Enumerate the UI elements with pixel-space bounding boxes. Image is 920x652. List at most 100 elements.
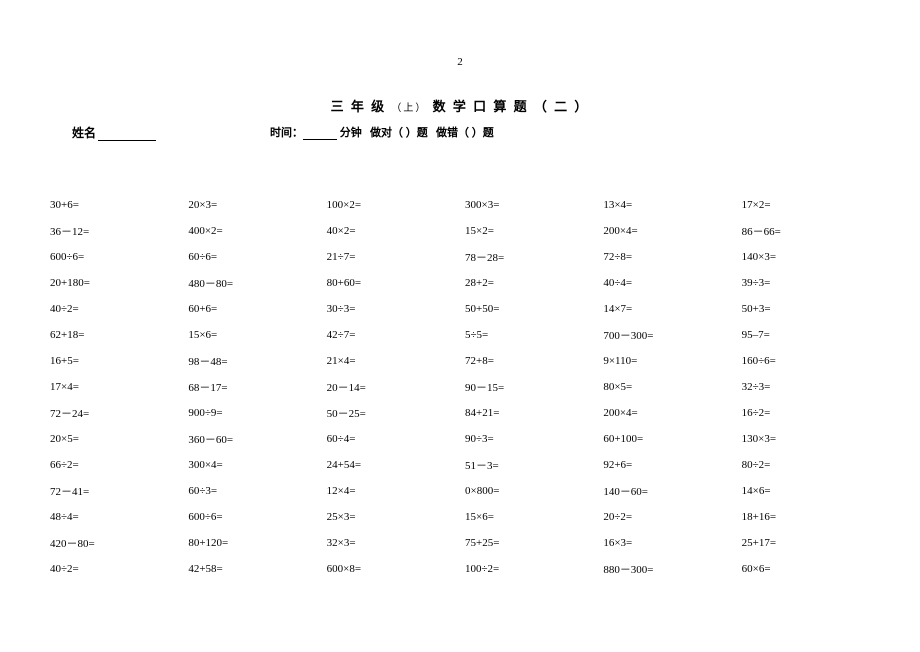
problem-cell: 200×4= bbox=[603, 407, 741, 419]
problem-cell: 32÷3= bbox=[742, 381, 880, 393]
problem-cell: 18+16= bbox=[742, 511, 880, 523]
problem-cell: 30+6= bbox=[50, 199, 188, 211]
problem-row: 72－24=900÷9=50－25=84+21=200×4=16÷2= bbox=[50, 400, 880, 426]
problem-cell: 17×2= bbox=[742, 199, 880, 211]
problem-cell: 480－80= bbox=[188, 275, 326, 291]
problem-cell: 20÷2= bbox=[603, 511, 741, 523]
problem-cell: 17×4= bbox=[50, 381, 188, 393]
problem-cell: 80+60= bbox=[327, 277, 465, 289]
problem-cell: 90÷3= bbox=[465, 433, 603, 445]
problem-cell: 160÷6= bbox=[742, 355, 880, 367]
wrong-label: 做错（ ）题 bbox=[436, 127, 494, 139]
problem-cell: 700－300= bbox=[603, 327, 741, 343]
problem-cell: 78－28= bbox=[465, 249, 603, 265]
problem-row: 48÷4=600÷6=25×3=15×6=20÷2=18+16= bbox=[50, 504, 880, 530]
problem-cell: 60+100= bbox=[603, 433, 741, 445]
problem-cell: 5÷5= bbox=[465, 329, 603, 341]
problem-cell: 98－48= bbox=[188, 353, 326, 369]
problem-cell: 42+58= bbox=[188, 563, 326, 575]
problem-cell: 25+17= bbox=[742, 537, 880, 549]
problem-cell: 60×6= bbox=[742, 563, 880, 575]
minutes-label: 分钟 bbox=[340, 127, 362, 139]
problem-row: 20×5=360－60=60÷4=90÷3=60+100=130×3= bbox=[50, 426, 880, 452]
problem-cell: 420－80= bbox=[50, 535, 188, 551]
title-sub: （上） bbox=[391, 103, 427, 114]
problem-cell: 140×3= bbox=[742, 251, 880, 263]
problem-cell: 84+21= bbox=[465, 407, 603, 419]
problem-row: 36－12=400×2=40×2=15×2=200×4=86－66= bbox=[50, 218, 880, 244]
problem-cell: 13×4= bbox=[603, 199, 741, 211]
problem-cell: 80×5= bbox=[603, 381, 741, 393]
problem-cell: 600÷6= bbox=[188, 511, 326, 523]
problem-row: 17×4=68－17=20－14=90－15=80×5=32÷3= bbox=[50, 374, 880, 400]
problem-cell: 20×3= bbox=[188, 199, 326, 211]
problem-cell: 0×800= bbox=[465, 485, 603, 497]
problem-row: 30+6=20×3=100×2=300×3=13×4=17×2= bbox=[50, 192, 880, 218]
problem-cell: 14×6= bbox=[742, 485, 880, 497]
title-prefix: 三 年 级 bbox=[331, 99, 387, 114]
problem-cell: 300×3= bbox=[465, 199, 603, 211]
problem-cell: 30÷3= bbox=[327, 303, 465, 315]
problem-cell: 72÷8= bbox=[603, 251, 741, 263]
problem-cell: 92+6= bbox=[603, 459, 741, 471]
problem-row: 40÷2=60+6=30÷3=50+50=14×7=50+3= bbox=[50, 296, 880, 322]
problem-cell: 51－3= bbox=[465, 457, 603, 473]
problem-cell: 60+6= bbox=[188, 303, 326, 315]
problem-row: 600÷6=60÷6=21÷7=78－28=72÷8=140×3= bbox=[50, 244, 880, 270]
problem-cell: 32×3= bbox=[327, 537, 465, 549]
problem-cell: 72－24= bbox=[50, 405, 188, 421]
problem-cell: 80+120= bbox=[188, 537, 326, 549]
problem-cell: 14×7= bbox=[603, 303, 741, 315]
problem-row: 62+18=15×6=42÷7=5÷5=700－300=95–7= bbox=[50, 322, 880, 348]
correct-label: 做对（ ）题 bbox=[370, 127, 428, 139]
problem-cell: 60÷3= bbox=[188, 485, 326, 497]
problem-cell: 75+25= bbox=[465, 537, 603, 549]
problem-cell: 40÷2= bbox=[50, 563, 188, 575]
problem-cell: 20－14= bbox=[327, 379, 465, 395]
problem-cell: 40×2= bbox=[327, 225, 465, 237]
problem-cell: 60÷4= bbox=[327, 433, 465, 445]
problem-cell: 100÷2= bbox=[465, 563, 603, 575]
problem-cell: 36－12= bbox=[50, 223, 188, 239]
problem-cell: 50+3= bbox=[742, 303, 880, 315]
problem-cell: 66÷2= bbox=[50, 459, 188, 471]
worksheet-title: 三 年 级 （上） 数 学 口 算 题 （ 二 ） bbox=[331, 96, 590, 115]
problem-cell: 16×3= bbox=[603, 537, 741, 549]
name-blank bbox=[98, 129, 156, 141]
problem-cell: 20+180= bbox=[50, 277, 188, 289]
problem-cell: 9×110= bbox=[603, 355, 741, 367]
name-label: 姓名 bbox=[72, 126, 96, 140]
problem-cell: 600×8= bbox=[327, 563, 465, 575]
problem-cell: 48÷4= bbox=[50, 511, 188, 523]
problem-row: 72－41=60÷3=12×4=0×800=140－60=14×6= bbox=[50, 478, 880, 504]
problem-cell: 21×4= bbox=[327, 355, 465, 367]
problem-cell: 62+18= bbox=[50, 329, 188, 341]
problem-cell: 100×2= bbox=[327, 199, 465, 211]
problem-cell: 900÷9= bbox=[188, 407, 326, 419]
problem-cell: 20×5= bbox=[50, 433, 188, 445]
page-number: 2 bbox=[457, 56, 463, 68]
problem-cell: 40÷2= bbox=[50, 303, 188, 315]
problem-cell: 15×2= bbox=[465, 225, 603, 237]
problems-grid: 30+6=20×3=100×2=300×3=13×4=17×2=36－12=40… bbox=[50, 192, 880, 582]
problem-row: 66÷2=300×4=24+54=51－3=92+6=80÷2= bbox=[50, 452, 880, 478]
problem-cell: 15×6= bbox=[465, 511, 603, 523]
problem-cell: 80÷2= bbox=[742, 459, 880, 471]
problem-cell: 90－15= bbox=[465, 379, 603, 395]
problem-cell: 72+8= bbox=[465, 355, 603, 367]
problem-cell: 400×2= bbox=[188, 225, 326, 237]
problem-cell: 40÷4= bbox=[603, 277, 741, 289]
problem-cell: 28+2= bbox=[465, 277, 603, 289]
problem-cell: 39÷3= bbox=[742, 277, 880, 289]
title-suffix: （ 二 ） bbox=[534, 99, 590, 114]
problem-cell: 16÷2= bbox=[742, 407, 880, 419]
time-label: 时间： bbox=[270, 127, 303, 139]
problem-cell: 86－66= bbox=[742, 223, 880, 239]
problem-row: 40÷2=42+58=600×8=100÷2=880－300=60×6= bbox=[50, 556, 880, 582]
problem-row: 20+180=480－80=80+60=28+2=40÷4=39÷3= bbox=[50, 270, 880, 296]
title-main: 数 学 口 算 题 bbox=[433, 99, 529, 114]
problem-cell: 360－60= bbox=[188, 431, 326, 447]
problem-cell: 15×6= bbox=[188, 329, 326, 341]
problem-cell: 68－17= bbox=[188, 379, 326, 395]
problem-cell: 95–7= bbox=[742, 329, 880, 341]
